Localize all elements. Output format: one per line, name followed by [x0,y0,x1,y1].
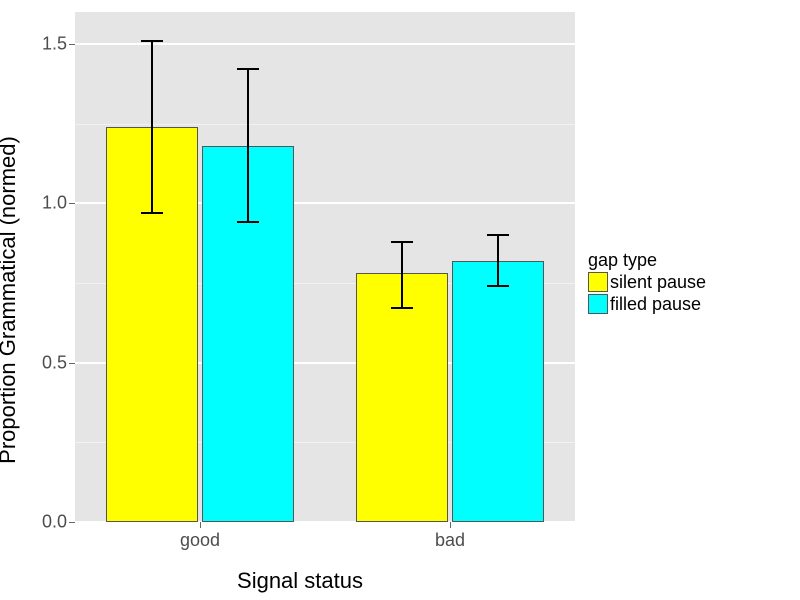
gridline [75,43,575,45]
legend-swatch [588,294,608,314]
legend-swatch [588,272,608,292]
y-tick-label: 1.0 [42,193,75,214]
x-tick-mark [450,522,451,528]
bar [356,273,448,522]
gridline-minor [75,124,575,125]
legend-label: silent pause [610,271,706,293]
y-axis-label: Proportion Grammatical (normed) [0,136,21,464]
x-tick-mark [200,522,201,528]
x-axis-label: Signal status [237,568,363,594]
chart-container: Proportion Grammatical (normed) Signal s… [0,0,800,600]
bar [202,146,294,522]
bar [106,127,198,522]
legend-item: silent pause [588,271,706,293]
y-tick-label: 0.5 [42,352,75,373]
y-tick-label: 0.0 [42,512,75,533]
plot-area: 0.00.51.01.5goodbad [75,12,575,522]
bar [452,261,544,522]
legend-title: gap type [588,250,706,271]
y-tick-label: 1.5 [42,33,75,54]
legend-label: filled pause [610,293,701,315]
legend: gap type silent pausefilled pause [588,250,706,315]
legend-item: filled pause [588,293,706,315]
